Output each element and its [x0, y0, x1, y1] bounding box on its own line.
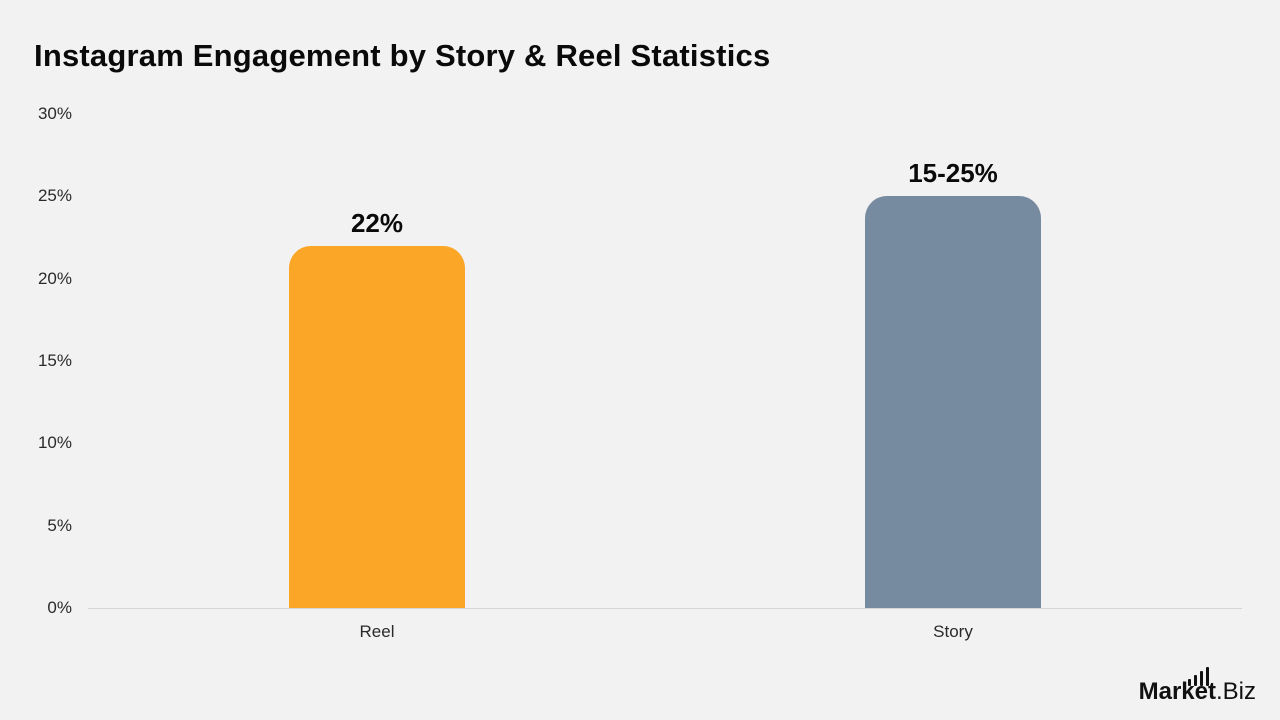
brand-name-suffix: .Biz — [1215, 678, 1256, 705]
x-tick-label: Reel — [359, 622, 395, 641]
bar-value-label: 22% — [350, 207, 404, 238]
bar-chart-icon — [1187, 667, 1209, 686]
chart-title: Instagram Engagement by Story & Reel Sta… — [34, 38, 771, 73]
y-tick-label: 25% — [37, 186, 72, 206]
y-tick-label: 20% — [37, 268, 72, 288]
y-tick-label: 5% — [47, 515, 72, 535]
y-tick-label: 10% — [37, 433, 72, 453]
y-tick-label: 0% — [47, 598, 72, 617]
y-tick-label: 15% — [37, 351, 72, 370]
bar-story — [865, 196, 1041, 608]
x-tick-label: Story — [933, 622, 973, 641]
x-axis-baseline — [88, 608, 1242, 609]
bar-reel — [289, 245, 465, 608]
brand-logo: Market .Biz — [1138, 667, 1256, 706]
brand-name-bold: Market — [1138, 678, 1216, 705]
bar-value-label: 15-25% — [908, 158, 998, 189]
y-tick-label: 30% — [37, 104, 72, 123]
